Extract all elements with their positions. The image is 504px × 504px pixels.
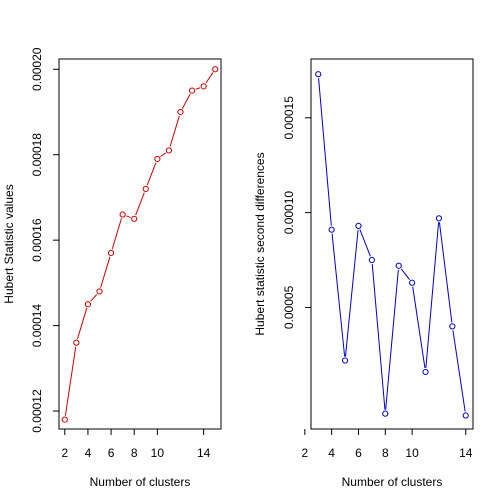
data-point [382, 410, 389, 417]
series-hubert-values [61, 66, 219, 423]
series-segment [195, 87, 201, 90]
data-point [84, 301, 92, 308]
y-tick-label: 0.00015 [282, 96, 296, 140]
series-segment [400, 268, 411, 280]
x-tick-label: 2 [61, 446, 68, 460]
series-segment [371, 263, 386, 410]
y-tick-label: 0.00012 [30, 389, 44, 433]
series-segment [318, 78, 332, 226]
data-point [73, 339, 80, 346]
y-tick-label: 0.00014 [30, 304, 44, 348]
series-segment [438, 222, 453, 323]
data-point [409, 279, 416, 286]
series-segment [205, 72, 214, 84]
data-point [368, 256, 375, 264]
plot-frame [58, 58, 222, 430]
data-point [96, 288, 103, 295]
data-point [212, 66, 219, 73]
x-tick-label: 8 [131, 446, 138, 460]
data-point [165, 147, 173, 154]
series-segment [100, 256, 111, 288]
data-point [142, 185, 149, 192]
series-segment [77, 307, 88, 340]
y-axis-label: Hubert Statistic values [2, 184, 16, 303]
series-second-differences [315, 71, 469, 419]
data-point [61, 416, 68, 423]
series-segment [126, 215, 131, 218]
series-segment [64, 346, 77, 416]
series-segment [90, 294, 98, 302]
y-tick-label: 0.00010 [282, 191, 296, 235]
series-segment [385, 269, 399, 410]
x-tick-label: 10 [405, 446, 419, 460]
x-tick-label: 14 [197, 446, 211, 460]
x-tick-label: 4 [85, 446, 92, 460]
y-tick-label: 0.00016 [30, 218, 44, 262]
series-segment [331, 233, 346, 357]
data-point [200, 83, 207, 90]
series-segment [111, 218, 122, 250]
x-axis-label: Number of clusters [90, 475, 191, 489]
chart-panel-second-differences: 2 4 6 8 10 14 0.00005 0.00010 0.00015 Number of… [253, 58, 474, 489]
x-tick-label: 10 [151, 446, 165, 460]
plot-frame [310, 58, 474, 430]
series-segment [160, 152, 167, 158]
y-tick-label: 0.00020 [30, 47, 44, 91]
series-segment [146, 162, 157, 186]
data-point [188, 87, 196, 94]
x-tick-label: 2 [301, 446, 308, 460]
x-tick-label: 14 [459, 446, 473, 460]
x-axis: 2 4 6 8 10 14 [301, 429, 473, 460]
data-point [435, 215, 443, 222]
data-point [462, 412, 469, 419]
x-tick-label: 4 [328, 446, 335, 460]
x-tick-label: 8 [382, 446, 389, 460]
series-segment [452, 330, 466, 412]
x-axis-label: Number of clusters [342, 475, 443, 489]
series-segment [412, 286, 426, 369]
y-axis-label: Hubert statistic second differences [253, 152, 267, 335]
series-segment [135, 192, 145, 216]
data-point [422, 368, 429, 376]
data-point [395, 262, 402, 269]
x-tick-label: 6 [355, 446, 362, 460]
series-segment [425, 222, 440, 368]
y-axis: 0.00012 0.00014 0.00016 0.00018 0.00020 [30, 47, 59, 433]
y-tick-label: 0.00005 [282, 285, 296, 329]
data-point [119, 211, 126, 218]
data-point [154, 155, 161, 163]
x-axis: 2 4 6 8 10 14 [61, 429, 211, 460]
data-point [107, 249, 115, 257]
series-segment [181, 93, 191, 109]
series-segment [344, 229, 359, 357]
series-segment [169, 115, 180, 147]
y-tick-label: 0.00018 [30, 133, 44, 177]
data-point [328, 226, 335, 233]
series-segment [359, 229, 371, 257]
chart-panel-hubert-values: 2 4 6 8 10 14 0.000120.000140.000160.000180.0… [2, 47, 222, 489]
data-point [315, 71, 322, 78]
data-point [131, 215, 138, 222]
x-tick-label: 6 [108, 446, 115, 460]
data-point [177, 108, 184, 116]
data-point [449, 323, 456, 330]
data-point [355, 222, 362, 229]
data-point [341, 357, 349, 364]
y-axis: 0.00005 0.00010 0.00015 [282, 96, 311, 329]
